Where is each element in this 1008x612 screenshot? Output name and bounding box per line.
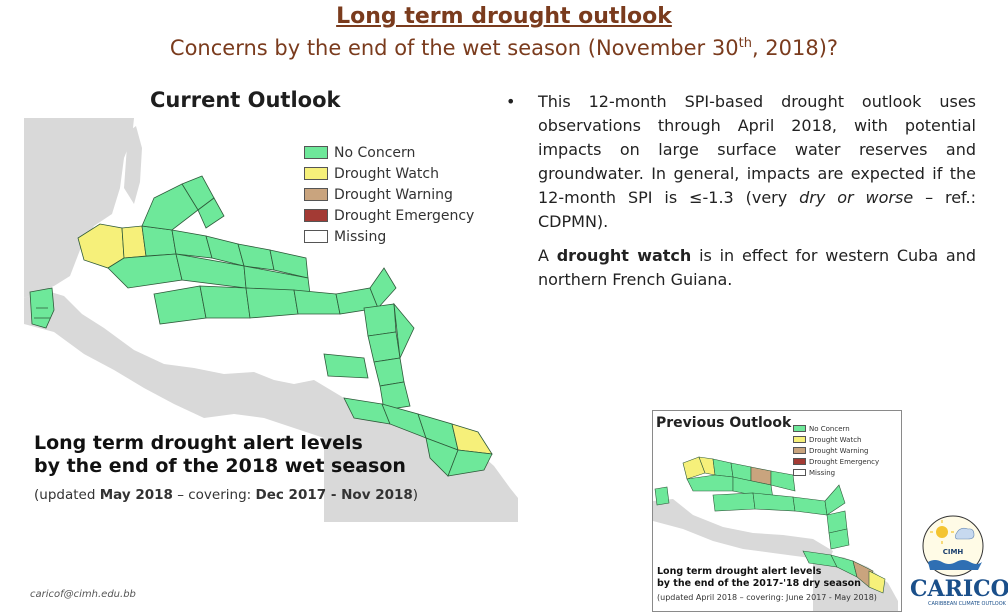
prev-legend-item-drought-emergency: Drought Emergency bbox=[793, 456, 879, 467]
bullet-paragraph-2: A drought watch is in effect for western… bbox=[538, 244, 976, 292]
slide-title: Long term drought outlook bbox=[336, 4, 672, 29]
prev-legend-swatch bbox=[793, 436, 806, 443]
legend-item-drought-warning: Drought Warning bbox=[304, 184, 474, 205]
legend-swatch-drought-watch bbox=[304, 167, 328, 180]
legend-label: Missing bbox=[334, 228, 387, 245]
caption-coverage: (updated May 2018 – covering: Dec 2017 -… bbox=[34, 487, 504, 503]
para2-suffix: is in effect for western Cuba and northe… bbox=[538, 246, 977, 289]
bullet-item: • This 12-month SPI-based drought outloo… bbox=[506, 90, 976, 234]
prev-south-america-landmass bbox=[813, 557, 898, 611]
guianas-cells bbox=[343, 397, 493, 477]
prev-legend-item-missing: Missing bbox=[793, 467, 879, 478]
sun-icon bbox=[936, 526, 948, 538]
prev-legend-label: Drought Watch bbox=[809, 435, 862, 444]
caption-coverage-mid: – covering: bbox=[172, 487, 256, 503]
bullet-dot: • bbox=[506, 92, 516, 111]
bullet-text-part2: – ref.: CDPMN). bbox=[538, 188, 977, 231]
current-map-caption: Long term drought alert levels by the en… bbox=[34, 432, 504, 503]
sun-rays-icon bbox=[930, 520, 954, 544]
cuba-region-cells bbox=[77, 175, 311, 295]
bullet-text-italic: dry or worse bbox=[799, 188, 914, 207]
legend-swatch-drought-warning bbox=[304, 188, 328, 201]
legend-item-no-concern: No Concern bbox=[304, 142, 474, 163]
bullet-text: This 12-month SPI-based drought outlook … bbox=[538, 90, 976, 234]
prev-legend-label: Drought Emergency bbox=[809, 457, 880, 466]
slide-subtitle: Concerns by the end of the wet season (N… bbox=[0, 36, 1008, 60]
cloud-icon bbox=[955, 527, 975, 540]
previous-map-caption: Long term drought alert levels by the en… bbox=[657, 566, 897, 602]
cimh-logo-text: CIMH bbox=[943, 548, 964, 556]
caption-title-line2: by the end of the 2018 wet season bbox=[34, 455, 406, 477]
previous-outlook-heading: Previous Outlook bbox=[656, 415, 792, 431]
caption-title-line1: Long term drought alert levels bbox=[34, 432, 363, 454]
outlook-description: • This 12-month SPI-based drought outloo… bbox=[506, 90, 976, 292]
cimh-logo: CIMH bbox=[922, 515, 984, 577]
legend-swatch-drought-emergency bbox=[304, 209, 328, 222]
prev-legend-swatch bbox=[793, 425, 806, 432]
caricof-logo: CARICOF bbox=[910, 576, 1008, 602]
prev-legend-swatch bbox=[793, 447, 806, 454]
south-america-landmass bbox=[324, 418, 518, 522]
caption-coverage-prefix: (updated bbox=[34, 487, 100, 503]
waves-icon bbox=[928, 560, 982, 570]
legend-item-missing: Missing bbox=[304, 226, 474, 247]
legend-label: No Concern bbox=[334, 144, 416, 161]
prev-central-america-landmass bbox=[653, 499, 833, 561]
prev-caption-line1: Long term drought alert levels bbox=[657, 566, 822, 577]
contact-email: caricof@cimh.edu.bb bbox=[30, 589, 136, 600]
belize-cells bbox=[29, 287, 55, 329]
current-legend: No Concern Drought Watch Drought Warning… bbox=[304, 142, 474, 247]
legend-item-drought-emergency: Drought Emergency bbox=[304, 205, 474, 226]
current-outlook-heading: Current Outlook bbox=[150, 88, 341, 112]
caption-coverage-suffix: ) bbox=[412, 487, 419, 503]
bullet-text-part1: This 12-month SPI-based drought outlook … bbox=[538, 92, 976, 207]
prev-legend-item-no-concern: No Concern bbox=[793, 423, 879, 434]
previous-legend: No Concern Drought Watch Drought Warning… bbox=[793, 423, 879, 478]
caricof-tagline: CARIBBEAN CLIMATE OUTLOOK FORUM bbox=[928, 601, 1008, 607]
previous-map-graphic bbox=[653, 456, 898, 611]
prev-legend-label: Missing bbox=[809, 468, 836, 477]
legend-swatch-missing bbox=[304, 230, 328, 243]
prev-caption-line2: by the end of the 2017-'18 dry season bbox=[657, 578, 861, 589]
legend-swatch-no-concern bbox=[304, 146, 328, 159]
prev-legend-swatch bbox=[793, 458, 806, 465]
prev-region-cells bbox=[654, 456, 886, 594]
legend-label: Drought Warning bbox=[334, 186, 453, 203]
current-outlook-map: No Concern Drought Watch Drought Warning… bbox=[24, 118, 518, 522]
legend-label: Drought Emergency bbox=[334, 207, 475, 224]
central-america-landmass bbox=[24, 290, 354, 438]
legend-item-drought-watch: Drought Watch bbox=[304, 163, 474, 184]
prev-legend-label: No Concern bbox=[809, 424, 850, 433]
previous-outlook-panel: Previous Outlook No Concern Drought Watc… bbox=[652, 410, 902, 612]
hispaniola-cells bbox=[153, 267, 397, 325]
subtitle-tail: , 2018)? bbox=[751, 36, 839, 60]
prev-legend-item-drought-watch: Drought Watch bbox=[793, 434, 879, 445]
para2-bold: drought watch bbox=[556, 246, 692, 265]
subtitle-text: Concerns by the end of the wet season (N… bbox=[169, 36, 739, 60]
prev-legend-swatch bbox=[793, 469, 806, 476]
prev-caption-coverage: (updated April 2018 – covering: June 201… bbox=[657, 593, 877, 602]
caribbean-map-graphic bbox=[24, 118, 518, 522]
caption-coverage-period: Dec 2017 - Nov 2018 bbox=[255, 487, 413, 503]
prev-legend-label: Drought Warning bbox=[809, 446, 869, 455]
subtitle-superscript: th bbox=[738, 36, 752, 51]
lesser-antilles-cells bbox=[323, 302, 415, 411]
para2-prefix: A bbox=[538, 246, 557, 265]
prev-legend-item-drought-warning: Drought Warning bbox=[793, 445, 879, 456]
legend-label: Drought Watch bbox=[334, 165, 439, 182]
florida-landmass bbox=[124, 126, 142, 204]
caption-updated-date: May 2018 bbox=[99, 487, 173, 503]
north-america-landmass bbox=[24, 118, 134, 298]
